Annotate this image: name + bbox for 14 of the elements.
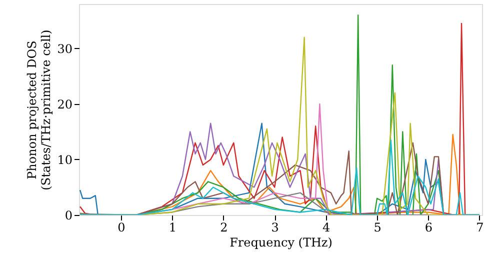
- y-axis-title: Phonon projected DOS (States/THz·primitive cell): [25, 30, 54, 190]
- y-tick-label: 0: [64, 208, 72, 222]
- x-tick-label: 4: [322, 220, 330, 234]
- x-tick-label: 2: [220, 220, 228, 234]
- x-tick-label: 6: [424, 220, 433, 234]
- y-tick-label: 20: [57, 97, 72, 112]
- x-tick-label: 7: [476, 220, 484, 234]
- x-tick-label: 3: [271, 220, 279, 234]
- y-tick-label: 30: [57, 42, 72, 56]
- x-tick-label: 5: [374, 220, 382, 234]
- y-tick-label: 10: [57, 152, 72, 167]
- x-tick-label: 1: [168, 220, 177, 234]
- x-tick-label: 0: [118, 220, 126, 234]
- x-axis-title: Frequency (THz): [230, 236, 332, 250]
